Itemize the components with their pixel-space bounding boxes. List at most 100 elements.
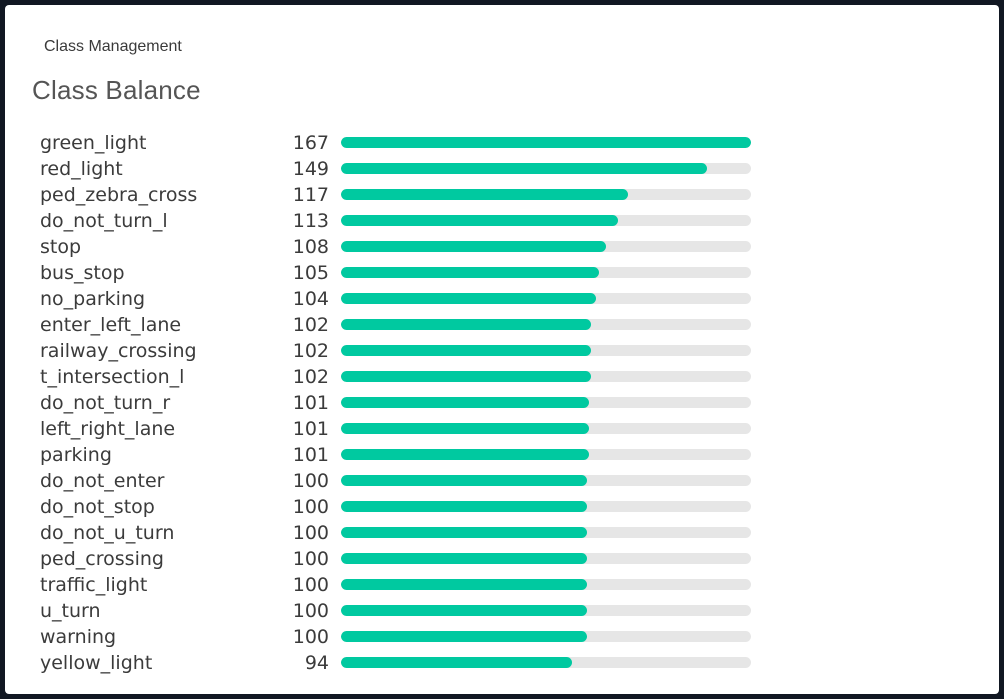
class-label: t_intersection_l — [40, 366, 185, 388]
bar-track — [341, 215, 751, 226]
class-count: 102 — [292, 366, 329, 388]
bar-fill — [341, 605, 587, 616]
class-row: t_intersection_l 102 — [5, 364, 999, 390]
bar-fill — [341, 293, 597, 304]
class-label: do_not_stop — [40, 496, 155, 518]
class-label: red_light — [40, 158, 123, 180]
class-label: yellow_light — [40, 652, 153, 674]
class-count: 100 — [292, 574, 329, 596]
bar-track — [341, 371, 751, 382]
bar-track — [341, 449, 751, 460]
class-count: 100 — [292, 548, 329, 570]
class-count: 100 — [292, 626, 329, 648]
class-row: no_parking 104 — [5, 286, 999, 312]
bar-fill — [341, 345, 592, 356]
class-label: ped_crossing — [40, 548, 164, 570]
class-label: enter_left_lane — [40, 314, 182, 336]
class-row: left_right_lane 101 — [5, 416, 999, 442]
card-title: Class Balance — [32, 75, 201, 105]
bar-fill — [341, 267, 599, 278]
class-label: do_not_turn_r — [40, 392, 171, 414]
class-count: 108 — [292, 236, 329, 258]
class-balance-chart: green_light 167 red_light 149 ped_zebra_cros… — [5, 5, 999, 694]
class-label: do_not_u_turn — [40, 522, 175, 544]
class-label: u_turn — [40, 600, 101, 622]
bar-track — [341, 423, 751, 434]
bar-track — [341, 527, 751, 538]
class-row: red_light 149 — [5, 156, 999, 182]
class-count: 101 — [292, 418, 329, 440]
bar-fill — [341, 241, 607, 252]
bar-track — [341, 137, 751, 148]
class-count: 102 — [292, 340, 329, 362]
class-row: do_not_turn_l 113 — [5, 208, 999, 234]
class-label: stop — [40, 236, 82, 258]
class-row: ped_crossing 100 — [5, 546, 999, 572]
class-row: warning 100 — [5, 624, 999, 650]
class-count: 94 — [304, 652, 329, 674]
class-count: 100 — [292, 470, 329, 492]
bar-fill — [341, 371, 592, 382]
class-label: traffic_light — [40, 574, 148, 596]
bar-track — [341, 189, 751, 200]
class-row: bus_stop 105 — [5, 260, 999, 286]
class-count: 167 — [292, 132, 329, 154]
bar-track — [341, 397, 751, 408]
class-row: green_light 167 — [5, 130, 999, 156]
class-label: left_right_lane — [40, 418, 176, 440]
bar-track — [341, 553, 751, 564]
class-count: 105 — [292, 262, 329, 284]
class-balance-card: Class Management Class Balance green_lig… — [5, 5, 999, 694]
class-count: 101 — [292, 392, 329, 414]
bar-fill — [341, 657, 572, 668]
class-label: do_not_enter — [40, 470, 165, 492]
class-label: warning — [40, 626, 117, 648]
class-count: 100 — [292, 522, 329, 544]
bar-fill — [341, 553, 587, 564]
bar-fill — [341, 423, 589, 434]
class-label: ped_zebra_cross — [40, 184, 198, 206]
bar-fill — [341, 527, 587, 538]
class-count: 149 — [292, 158, 329, 180]
bar-track — [341, 579, 751, 590]
bar-track — [341, 319, 751, 330]
class-count: 113 — [292, 210, 329, 232]
class-label: green_light — [40, 132, 147, 154]
bar-track — [341, 501, 751, 512]
class-label: bus_stop — [40, 262, 125, 284]
class-row: enter_left_lane 102 — [5, 312, 999, 338]
bar-track — [341, 475, 751, 486]
bar-track — [341, 293, 751, 304]
class-row: parking 101 — [5, 442, 999, 468]
bar-fill — [341, 501, 587, 512]
class-row: do_not_enter 100 — [5, 468, 999, 494]
class-row: railway_crossing 102 — [5, 338, 999, 364]
bar-track — [341, 267, 751, 278]
bar-track — [341, 631, 751, 642]
bar-fill — [341, 449, 589, 460]
bar-fill — [341, 397, 589, 408]
class-row: do_not_u_turn 100 — [5, 520, 999, 546]
class-row: stop 108 — [5, 234, 999, 260]
class-count: 117 — [292, 184, 329, 206]
bar-fill — [341, 579, 587, 590]
class-row: yellow_light 94 — [5, 650, 999, 676]
class-row: do_not_stop 100 — [5, 494, 999, 520]
bar-fill — [341, 163, 707, 174]
class-label: parking — [40, 444, 112, 466]
bar-track — [341, 657, 751, 668]
bar-fill — [341, 189, 629, 200]
class-count: 102 — [292, 314, 329, 336]
bar-track — [341, 345, 751, 356]
class-row: ped_zebra_cross 117 — [5, 182, 999, 208]
class-label: no_parking — [40, 288, 146, 310]
bar-fill — [341, 137, 751, 148]
class-count: 100 — [292, 600, 329, 622]
bar-track — [341, 241, 751, 252]
class-count: 101 — [292, 444, 329, 466]
bar-track — [341, 605, 751, 616]
bar-fill — [341, 319, 592, 330]
class-row: do_not_turn_r 101 — [5, 390, 999, 416]
bar-fill — [341, 631, 587, 642]
class-label: do_not_turn_l — [40, 210, 168, 232]
